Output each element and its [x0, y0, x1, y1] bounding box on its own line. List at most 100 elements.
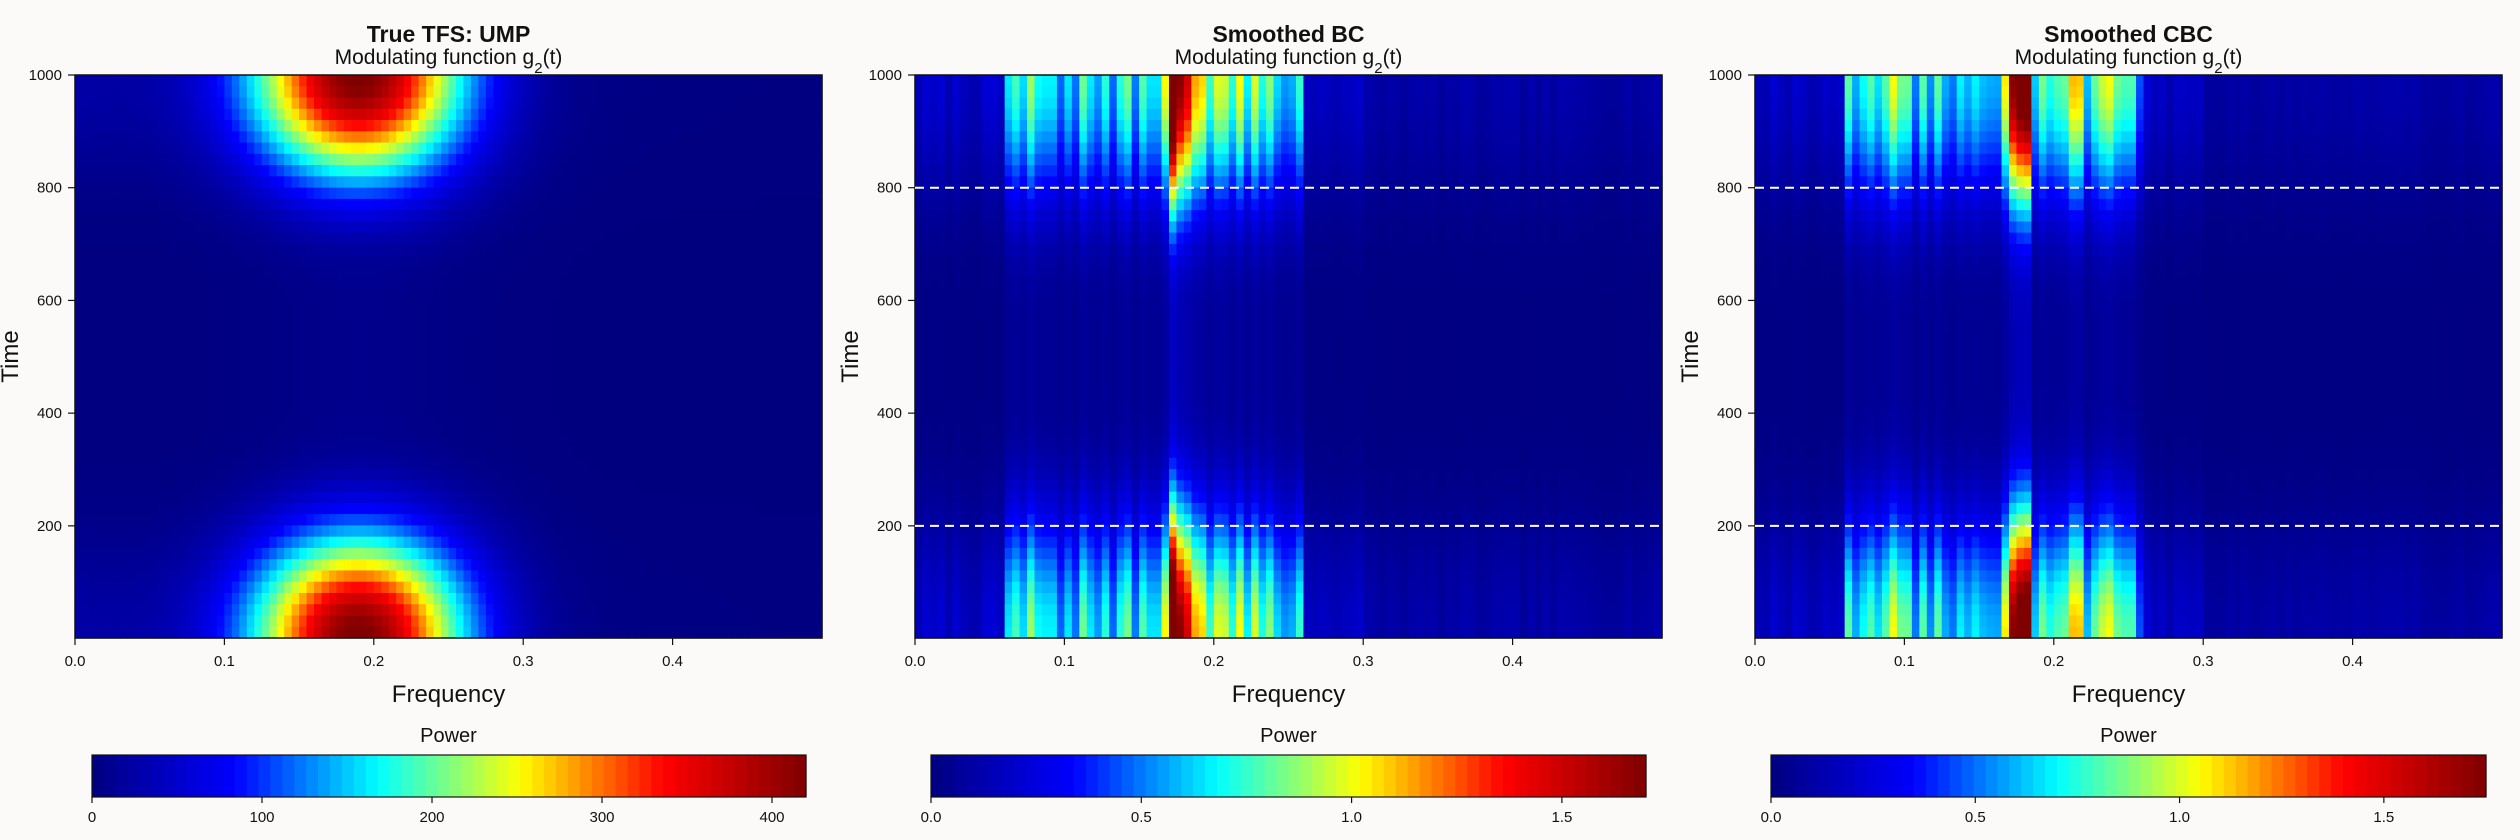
heatmap-cell [448, 277, 457, 290]
heatmap-cell [508, 559, 517, 572]
heatmap-cell [605, 345, 614, 358]
heatmap-cell [433, 120, 442, 132]
heatmap-cell [627, 401, 636, 414]
heatmap-cell [373, 604, 382, 617]
heatmap-cell [568, 480, 577, 493]
heatmap-cell [246, 345, 255, 358]
heatmap-cell [276, 300, 285, 313]
heatmap-cell [582, 379, 592, 391]
heatmap-cell [343, 379, 352, 391]
heatmap-cell [463, 469, 472, 481]
heatmap-cell [665, 390, 674, 403]
heatmap-cell [441, 626, 450, 639]
heatmap-cell [142, 379, 151, 391]
heatmap-cell [201, 198, 211, 211]
heatmap-cell [560, 536, 569, 549]
heatmap-cell [478, 604, 487, 617]
heatmap-cell [650, 525, 659, 538]
heatmap-cell [553, 288, 562, 301]
heatmap-cell [75, 424, 84, 436]
heatmap-cell [814, 424, 823, 436]
heatmap-cell [612, 266, 621, 279]
heatmap-cell [478, 288, 487, 301]
heatmap-cell [291, 333, 300, 346]
heatmap-cell [493, 277, 502, 290]
heatmap-cell [104, 300, 113, 313]
heatmap-cell [784, 75, 793, 87]
heatmap-cell [179, 311, 188, 324]
heatmap-cell [515, 120, 524, 132]
heatmap-cell [650, 131, 659, 144]
heatmap-cell [418, 367, 427, 380]
heatmap-cell [209, 153, 218, 166]
heatmap-cell [172, 322, 181, 335]
heatmap-cell [418, 401, 427, 414]
heatmap-cell [336, 198, 345, 211]
heatmap-cell [627, 97, 636, 110]
heatmap-cell [687, 570, 696, 583]
heatmap-cell [582, 142, 592, 155]
heatmap-cell [568, 322, 577, 335]
heatmap-cell [433, 412, 442, 425]
heatmap-cell [799, 131, 808, 144]
heatmap-cell [754, 277, 763, 290]
heatmap-cell [560, 210, 569, 222]
heatmap-cell [754, 108, 763, 121]
heatmap-cell [470, 592, 479, 605]
heatmap-cell [508, 514, 517, 526]
heatmap-cell [426, 615, 435, 628]
heatmap-cell [306, 120, 315, 132]
heatmap-cell [119, 165, 128, 177]
heatmap-cell [523, 424, 532, 436]
heatmap-cell [179, 514, 188, 526]
heatmap-cell [231, 243, 240, 256]
heatmap-cell [582, 401, 592, 414]
heatmap-cell [590, 491, 599, 504]
heatmap-cell [426, 412, 435, 425]
heatmap-cell [343, 277, 352, 290]
heatmap-cell [605, 131, 614, 144]
heatmap-cell [366, 502, 375, 515]
heatmap-cell [179, 581, 188, 594]
heatmap-cell [119, 469, 128, 481]
heatmap-cell [799, 210, 808, 222]
heatmap-cell [702, 435, 711, 448]
heatmap-cell [89, 333, 99, 346]
heatmap-cell [254, 480, 263, 493]
heatmap-cell [411, 97, 420, 110]
heatmap-cell [187, 457, 196, 470]
heatmap-cell [575, 277, 584, 290]
heatmap-cell [463, 165, 472, 177]
heatmap-cell [538, 446, 547, 459]
heatmap-cell [478, 379, 487, 391]
heatmap-cell [680, 424, 689, 436]
heatmap-cell [336, 502, 345, 515]
heatmap-cell [657, 446, 666, 459]
heatmap-cell [254, 108, 263, 121]
heatmap-cell [747, 108, 756, 121]
heatmap-cell [538, 86, 547, 99]
heatmap-cell [261, 300, 270, 313]
heatmap-cell [328, 592, 338, 605]
heatmap-cell [448, 626, 457, 639]
heatmap-cell [276, 491, 285, 504]
heatmap-cell [807, 300, 816, 313]
heatmap-cell [426, 525, 435, 538]
heatmap-cell [612, 435, 621, 448]
heatmap-cell [216, 322, 225, 335]
heatmap-cell [500, 570, 509, 583]
heatmap-cell [463, 75, 472, 87]
heatmap-cell [500, 142, 509, 155]
heatmap-cell [717, 592, 726, 605]
heatmap-cell [553, 243, 562, 256]
heatmap-cell [493, 367, 502, 380]
heatmap-cell [702, 333, 711, 346]
heatmap-cell [672, 367, 681, 380]
heatmap-cell [231, 502, 240, 515]
heatmap-cell [500, 401, 509, 414]
heatmap-cell [112, 210, 121, 222]
heatmap-cell [500, 604, 509, 617]
heatmap-cell [620, 187, 629, 200]
heatmap-cell [127, 547, 136, 560]
heatmap-cell [381, 412, 390, 425]
